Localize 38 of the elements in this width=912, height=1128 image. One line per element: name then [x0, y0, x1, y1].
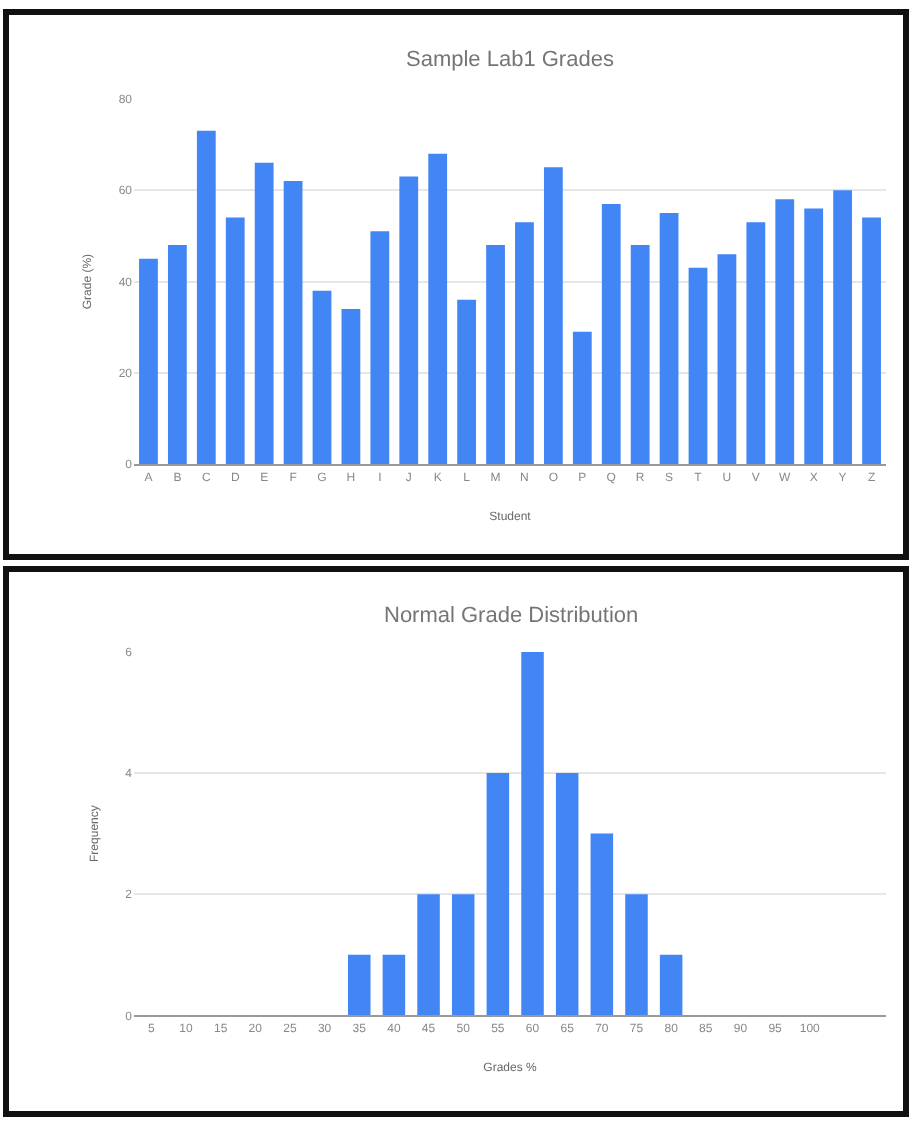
bar — [833, 190, 853, 465]
bar — [862, 217, 881, 465]
bar — [515, 222, 534, 465]
chart-title: Normal Grade Distribution — [384, 604, 639, 628]
bar — [341, 308, 361, 465]
bar — [139, 258, 158, 465]
bar — [254, 162, 274, 465]
bar — [486, 244, 505, 465]
bar — [457, 299, 477, 465]
bar — [521, 651, 544, 1016]
bar — [312, 290, 332, 465]
bar — [659, 954, 683, 1016]
bar — [717, 254, 737, 465]
bar — [399, 176, 419, 465]
bar — [428, 153, 448, 465]
bar — [775, 199, 795, 465]
bar — [225, 217, 245, 465]
chart-title: Sample Lab1 Grades — [406, 48, 615, 72]
bar — [543, 167, 563, 465]
bar — [370, 231, 390, 465]
bar — [283, 181, 303, 465]
bar — [625, 894, 648, 1016]
bar — [417, 894, 440, 1016]
bar — [630, 244, 650, 465]
bar — [196, 130, 216, 465]
bar — [167, 244, 187, 465]
bar — [804, 208, 824, 465]
bar — [348, 954, 371, 1016]
bar — [555, 773, 579, 1016]
bar — [486, 773, 510, 1016]
bar — [746, 222, 766, 465]
bar — [572, 331, 592, 465]
bar — [659, 213, 679, 465]
bar — [590, 833, 614, 1016]
bar — [382, 954, 406, 1016]
bar — [601, 203, 621, 465]
bar — [451, 894, 475, 1016]
bar — [688, 267, 708, 465]
